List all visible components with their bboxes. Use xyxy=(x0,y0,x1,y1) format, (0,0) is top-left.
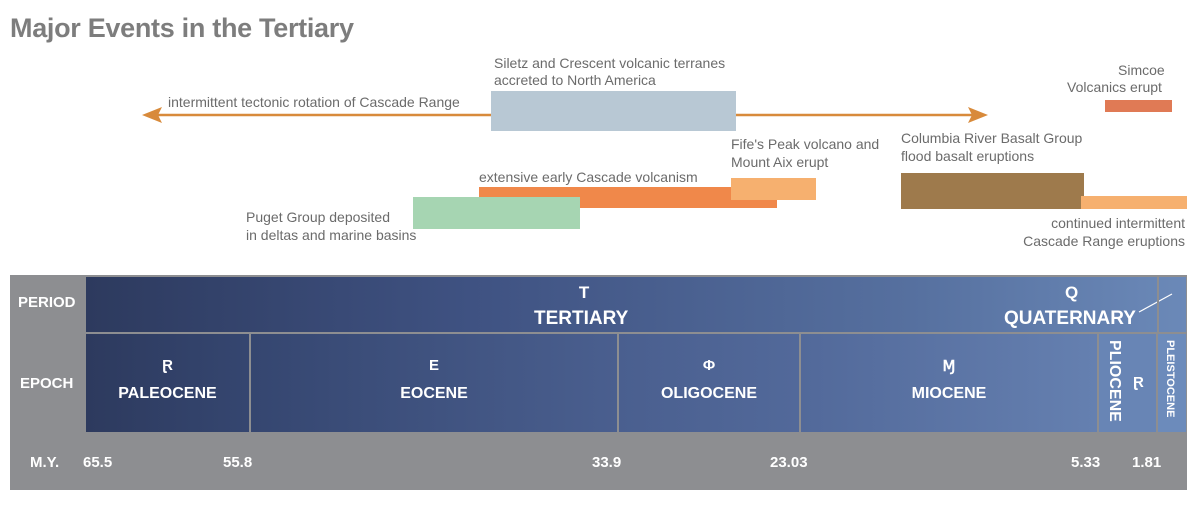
age-label: 55.8 xyxy=(223,454,253,471)
age-label: 65.5 xyxy=(83,454,113,471)
pliocene-symbol: Ɽ xyxy=(1133,374,1144,391)
age-label: 1.81 xyxy=(1132,454,1162,471)
period-header: PERIOD xyxy=(18,294,76,311)
epoch-miocene: Ɱ MIOCENE xyxy=(801,334,1097,432)
tertiary-name: TERTIARY xyxy=(534,308,629,329)
continued-label-line2: Cascade Range eruptions xyxy=(1023,233,1185,249)
my-header: M.Y. xyxy=(30,454,60,471)
eocene-name: EOCENE xyxy=(400,385,468,402)
miocene-symbol: Ɱ xyxy=(942,358,956,375)
quaternary-name: QUATERNARY xyxy=(1004,308,1136,329)
eocene-symbol: E xyxy=(428,357,439,374)
continued-eruptions-bar xyxy=(1081,196,1187,209)
simcoe-label-line2: Volcanics erupt xyxy=(1067,79,1162,95)
rotation-label: intermittent tectonic rotation of Cascad… xyxy=(168,94,463,111)
epoch-header: EPOCH xyxy=(20,375,74,392)
puget-bar xyxy=(413,197,580,229)
continued-label-line1: continued intermittent xyxy=(1051,215,1185,231)
fifes-label-line2: Mount Aix erupt xyxy=(731,154,829,170)
age-label: 5.33 xyxy=(1071,454,1101,471)
page-title: Major Events in the Tertiary xyxy=(10,13,354,43)
simcoe-label-line1: Simcoe xyxy=(1118,62,1165,78)
puget-label-line2: in deltas and marine basins xyxy=(246,227,417,243)
epoch-paleocene: Ɽ PALEOCENE xyxy=(86,334,249,432)
columbia-label-line1: Columbia River Basalt Group xyxy=(901,130,1083,146)
paleocene-name: PALEOCENE xyxy=(118,385,217,402)
fifes-label-line1: Fife's Peak volcano and xyxy=(731,136,880,152)
siletz-label-line2: accreted to North America xyxy=(494,72,656,88)
quaternary-symbol: Q xyxy=(1065,283,1079,302)
early-volcanism-label: extensive early Cascade volcanism xyxy=(479,169,698,185)
period-row xyxy=(86,277,1186,332)
period-divider xyxy=(1157,277,1159,332)
epoch-pleistocene: PLEISTOCENE xyxy=(1158,334,1186,432)
paleocene-symbol: Ɽ xyxy=(162,357,173,374)
columbia-label-line2: flood basalt eruptions xyxy=(901,148,1035,164)
epoch-pliocene: PLIOCENE Ɽ xyxy=(1099,334,1156,432)
pleistocene-name: PLEISTOCENE xyxy=(1164,340,1176,418)
fifes-bar xyxy=(731,178,816,200)
quaternary-leader-line xyxy=(1138,293,1173,313)
oligocene-symbol: Φ xyxy=(702,357,716,374)
age-label: 23.03 xyxy=(770,454,808,471)
puget-label-line1: Puget Group deposited xyxy=(246,209,390,225)
miocene-name: MIOCENE xyxy=(911,385,987,402)
siletz-label-line1: Siletz and Crescent volcanic terranes xyxy=(494,55,726,71)
age-label: 33.9 xyxy=(592,454,622,471)
simcoe-bar xyxy=(1105,100,1172,112)
columbia-bar xyxy=(901,173,1084,209)
epoch-oligocene: Φ OLIGOCENE xyxy=(619,334,799,432)
pliocene-name: PLIOCENE xyxy=(1106,340,1123,422)
epoch-eocene: E EOCENE xyxy=(251,334,617,432)
oligocene-name: OLIGOCENE xyxy=(660,385,757,402)
siletz-bar xyxy=(491,91,736,131)
